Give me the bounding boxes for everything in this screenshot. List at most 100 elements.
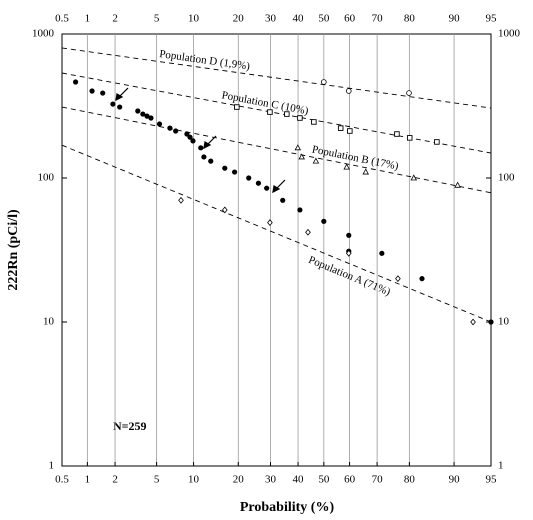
point: [280, 197, 286, 203]
point: [294, 144, 302, 151]
x-tick-label-top: 20: [233, 13, 245, 25]
x-tick-label: 40: [293, 474, 305, 486]
point: [246, 175, 252, 181]
point: [110, 101, 116, 107]
x-tick-label-top: 1: [85, 13, 91, 25]
x-tick-label-top: 95: [486, 13, 498, 25]
point: [89, 88, 95, 94]
x-tick-label: 60: [344, 474, 356, 486]
point: [187, 134, 193, 140]
x-tick-label: 80: [404, 474, 416, 486]
x-tick-label: 95: [486, 474, 498, 486]
y-tick-label: 10: [43, 316, 55, 328]
x-tick-label-top: 5: [154, 13, 160, 25]
point: [470, 318, 476, 326]
population-label: Population C (10%): [221, 89, 310, 117]
point: [255, 180, 262, 186]
point: [298, 153, 306, 160]
x-tick-label: 10: [188, 474, 200, 486]
point: [72, 79, 79, 85]
y-tick-label-right: 10: [498, 316, 510, 328]
arrow-head: [272, 185, 281, 194]
point: [345, 249, 352, 257]
x-tick-label: 1: [85, 474, 91, 486]
point: [488, 319, 494, 325]
point: [346, 232, 352, 238]
y-tick-label: 1000: [32, 28, 55, 40]
x-tick-label-top: 90: [449, 13, 461, 25]
point: [419, 276, 425, 282]
x-tick-label-top: 40: [293, 13, 305, 25]
point: [321, 79, 327, 85]
x-tick-label-top: 30: [265, 13, 277, 25]
point: [178, 196, 184, 204]
x-tick-label-top: 2: [112, 13, 118, 25]
x-axis-title: Probability (%): [240, 500, 335, 515]
x-tick-label: 50: [318, 474, 330, 486]
point: [201, 154, 207, 160]
point: [221, 206, 228, 214]
point: [379, 250, 385, 256]
point: [198, 145, 204, 151]
x-tick-label-top: 10: [188, 13, 200, 25]
y-tick-label-right: 1000: [498, 28, 521, 40]
x-tick-label: 30: [265, 474, 277, 486]
point: [312, 157, 320, 164]
point: [297, 115, 303, 121]
y-tick-label: 1: [49, 460, 55, 472]
point: [434, 139, 440, 145]
point: [347, 128, 353, 134]
point: [454, 181, 461, 188]
point: [345, 88, 352, 94]
point: [222, 165, 228, 171]
point: [264, 185, 270, 191]
x-tick-label: 70: [372, 474, 384, 486]
point: [234, 104, 240, 110]
point: [311, 119, 317, 125]
point: [267, 219, 273, 227]
point: [284, 111, 290, 117]
point: [208, 158, 214, 164]
point: [173, 128, 179, 134]
point: [167, 125, 173, 131]
x-tick-label-top: 0.5: [55, 13, 69, 25]
x-tick-label: 90: [449, 474, 461, 486]
plot-frame: [61, 33, 492, 467]
point: [410, 174, 418, 181]
x-tick-label-top: 60: [344, 13, 356, 25]
point: [100, 90, 106, 96]
y-tick-label-right: 1: [498, 460, 504, 472]
point: [362, 168, 370, 175]
population-label: Population D (1,9%): [159, 48, 251, 73]
point: [117, 104, 123, 110]
population-line: [61, 72, 492, 154]
point: [231, 169, 238, 175]
point: [267, 109, 273, 115]
x-tick-label-top: 80: [404, 13, 416, 25]
arrow-head: [203, 141, 212, 150]
point: [337, 125, 344, 131]
point: [343, 163, 350, 170]
sample-size: N=259: [113, 419, 147, 433]
point: [135, 108, 141, 114]
y-tick-label: 100: [38, 172, 55, 184]
point: [395, 275, 401, 283]
y-axis-title: 222Rn (pCi/l): [6, 209, 21, 291]
point: [140, 111, 146, 117]
point: [394, 131, 400, 137]
population-line: [61, 144, 492, 323]
point: [144, 113, 150, 119]
arrow-head: [115, 93, 124, 102]
point: [148, 115, 154, 121]
x-tick-label: 20: [233, 474, 245, 486]
point: [190, 138, 196, 144]
population-line: [61, 47, 492, 109]
x-tick-label: 5: [154, 474, 160, 486]
point: [156, 121, 163, 127]
point: [305, 228, 311, 236]
y-tick-label-right: 100: [498, 172, 515, 184]
x-tick-label-top: 70: [372, 13, 384, 25]
point: [406, 90, 412, 96]
x-tick-label: 2: [112, 474, 118, 486]
